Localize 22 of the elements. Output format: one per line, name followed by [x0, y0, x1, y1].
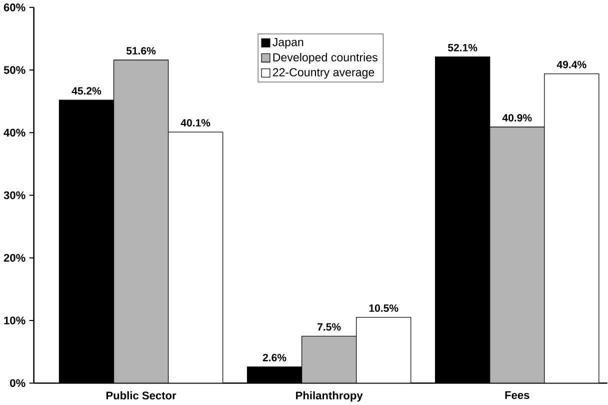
y-tick-label: 0%: [10, 379, 26, 387]
y-tick-label: 30%: [4, 191, 26, 200]
data-label: 45.2%: [72, 87, 102, 95]
data-label: 10.5%: [369, 304, 398, 312]
x-tick-label: Philanthropy: [296, 391, 363, 402]
y-tick-label: 60%: [4, 3, 26, 12]
data-label: 51.6%: [126, 47, 156, 54]
data-label: 7.5%: [318, 323, 341, 331]
x-tick-label: Fees: [505, 391, 530, 399]
legend-label: Japan: [272, 38, 304, 48]
y-tick-label: 40%: [4, 128, 26, 137]
x-tick-label: Public Sector: [106, 391, 176, 400]
y-tick-label: 10%: [4, 316, 26, 324]
y-tick-label: 50%: [4, 66, 26, 74]
data-label: 40.9%: [502, 114, 532, 122]
legend-label: Developed countries: [273, 52, 378, 64]
data-label: 52.1%: [448, 44, 478, 52]
data-label: 2.6%: [262, 354, 286, 362]
y-tick-label: 20%: [4, 254, 26, 262]
data-label: 49.4%: [556, 60, 586, 68]
legend-label: 22-Country average: [272, 68, 374, 79]
data-label: 40.1%: [180, 119, 210, 126]
